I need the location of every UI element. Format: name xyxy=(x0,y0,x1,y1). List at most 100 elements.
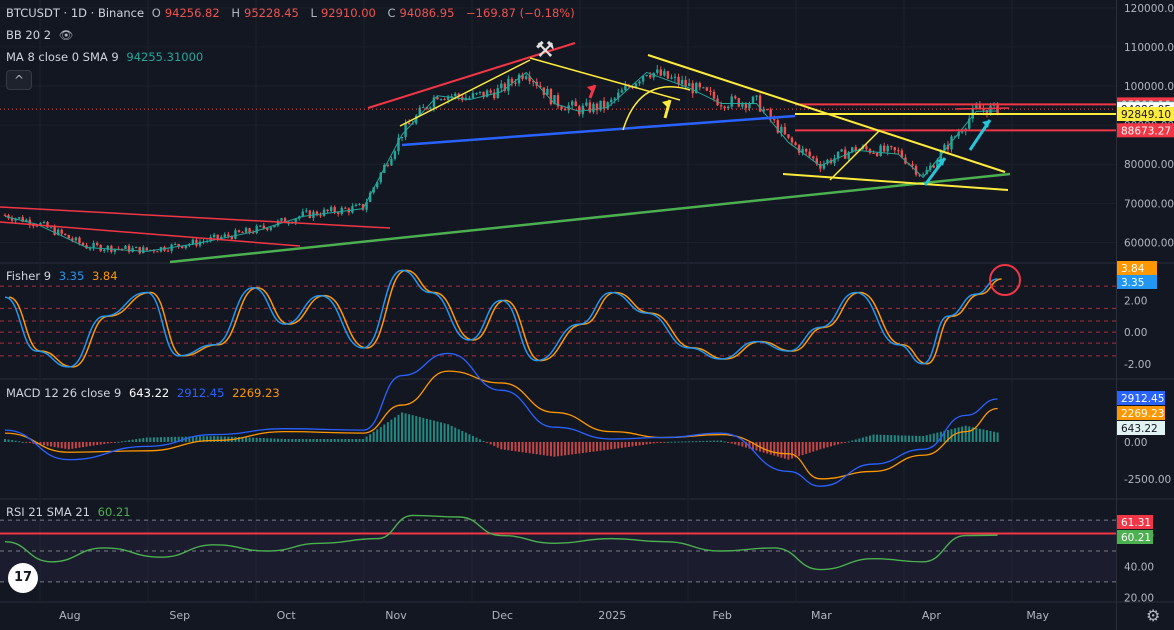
candle-body xyxy=(730,96,733,107)
candle-body xyxy=(411,123,414,125)
candle-body xyxy=(379,172,382,183)
macd-legend[interactable]: MACD 12 26 close 9 643.22 2912.45 2269.2… xyxy=(6,386,284,400)
high-label: H xyxy=(231,6,240,20)
candle-body xyxy=(532,81,535,83)
candle-body xyxy=(71,238,74,241)
macd-histogram-bar xyxy=(982,429,985,442)
macd-tick-label: -2500.00 xyxy=(1124,474,1171,486)
ma-legend[interactable]: MA 8 close 0 SMA 9 94255.31000 xyxy=(6,50,207,64)
candle-body xyxy=(670,77,673,79)
macd-histogram-bar xyxy=(890,435,893,442)
macd-histogram-bar xyxy=(489,441,492,445)
macd-histogram-bar xyxy=(645,441,648,445)
candle-body xyxy=(539,85,542,88)
macd-histogram-bar xyxy=(844,441,847,443)
macd-histogram-bar xyxy=(195,436,198,442)
candle-body xyxy=(49,227,53,229)
ma-label: MA 8 close 0 SMA 9 xyxy=(6,50,119,64)
macd-histogram-bar xyxy=(780,441,783,458)
macd-histogram-bar xyxy=(351,439,354,442)
candle-body xyxy=(638,81,641,84)
macd-histogram-bar xyxy=(113,441,116,443)
candle-body xyxy=(39,223,42,226)
macd-histogram-bar xyxy=(74,441,77,449)
macd-histogram-bar xyxy=(25,441,28,443)
candle-body xyxy=(911,164,914,166)
fisher-title: Fisher 9 xyxy=(6,269,52,283)
macd-histogram-bar xyxy=(631,441,634,447)
candle-body xyxy=(560,106,563,109)
candle-body xyxy=(266,228,269,230)
yellow-line-a xyxy=(529,57,681,101)
macd-axis-badge xyxy=(1117,406,1165,420)
price-tick-label: 120000.00 xyxy=(1124,3,1174,15)
macd-histogram-bar xyxy=(907,435,910,442)
macd-histogram-bar xyxy=(946,430,949,442)
candle-body xyxy=(709,90,712,92)
candle-body xyxy=(528,76,531,82)
tradingview-logo[interactable]: 17 xyxy=(8,563,38,593)
price-axis-separator xyxy=(1116,0,1117,630)
candle-body xyxy=(471,93,475,98)
macd-histogram-bar xyxy=(216,436,219,442)
symbol-legend[interactable]: BTCUSDT · 1D · Binance O 94256.82 H 95228.… xyxy=(6,6,579,20)
macd-histogram-bar xyxy=(422,417,425,442)
candle-body xyxy=(276,220,280,226)
candle-body xyxy=(53,227,56,235)
macd-histogram-bar xyxy=(893,435,896,442)
fisher-legend[interactable]: Fisher 9 3.35 3.84 xyxy=(6,269,122,283)
macd-axis-badge xyxy=(1117,391,1165,405)
macd-histogram-bar xyxy=(925,435,928,442)
macd-histogram-bar xyxy=(776,441,779,457)
macd-histogram-bar xyxy=(202,436,205,442)
candle-body xyxy=(617,92,620,99)
ma-value: 94255.31000 xyxy=(126,50,204,64)
macd-histogram-bar xyxy=(659,441,662,443)
symbol-title[interactable]: BTCUSDT · 1D · Binance xyxy=(6,6,145,20)
macd-histogram-bar xyxy=(99,441,102,445)
price-tick-label: 80000.00 xyxy=(1124,159,1174,171)
close-label: C xyxy=(387,6,396,20)
candle-body xyxy=(794,142,797,146)
candle-body xyxy=(645,74,648,76)
macd-histogram-bar xyxy=(954,428,957,442)
macd-histogram-bar xyxy=(858,438,861,442)
macd-histogram-bar xyxy=(145,437,148,442)
macd-histogram-bar xyxy=(78,441,81,448)
macd-histogram-bar xyxy=(989,430,992,442)
low-label: L xyxy=(310,6,317,20)
cyan-arrow-2-head xyxy=(982,120,990,128)
macd-histogram-bar xyxy=(525,441,528,453)
collapse-legend-button[interactable]: ^ xyxy=(6,70,32,90)
eye-off-icon[interactable]: 👁︎ xyxy=(58,28,74,42)
candle-body xyxy=(549,88,553,105)
candle-body xyxy=(574,101,577,107)
hammer-icon: ⚒ xyxy=(535,38,555,63)
macd-histogram-bar xyxy=(560,441,563,456)
macd-histogram-bar xyxy=(14,440,17,442)
candle-body xyxy=(563,108,567,111)
bb-legend[interactable]: BB 20 2 👁︎ xyxy=(6,28,77,42)
candle-body xyxy=(840,149,843,152)
ma-line xyxy=(4,71,998,252)
macd-histogram-bar xyxy=(716,440,719,442)
macd-histogram-bar xyxy=(656,441,659,443)
rsi-axis-badge-text: 60.21 xyxy=(1121,532,1151,544)
rsi-legend[interactable]: RSI 21 SMA 21 60.21 xyxy=(6,505,135,519)
yellow-rising-line xyxy=(399,59,531,127)
macd-histogram-bar xyxy=(766,441,769,454)
candle-body xyxy=(142,247,145,254)
macd-histogram-bar xyxy=(454,427,457,442)
macd-histogram-bar xyxy=(110,441,113,443)
candle-body xyxy=(244,228,248,233)
macd-histogram-bar xyxy=(833,441,836,446)
candle-body xyxy=(843,149,847,159)
macd-histogram-bar xyxy=(57,441,60,448)
time-axis-label: 2025 xyxy=(598,609,626,622)
candle-body xyxy=(659,69,663,76)
pink-rising-channel-top xyxy=(367,42,576,109)
gear-icon[interactable]: ⚙ xyxy=(1146,606,1161,625)
candle-body xyxy=(744,103,748,109)
time-axis-label: Aug xyxy=(59,609,80,622)
